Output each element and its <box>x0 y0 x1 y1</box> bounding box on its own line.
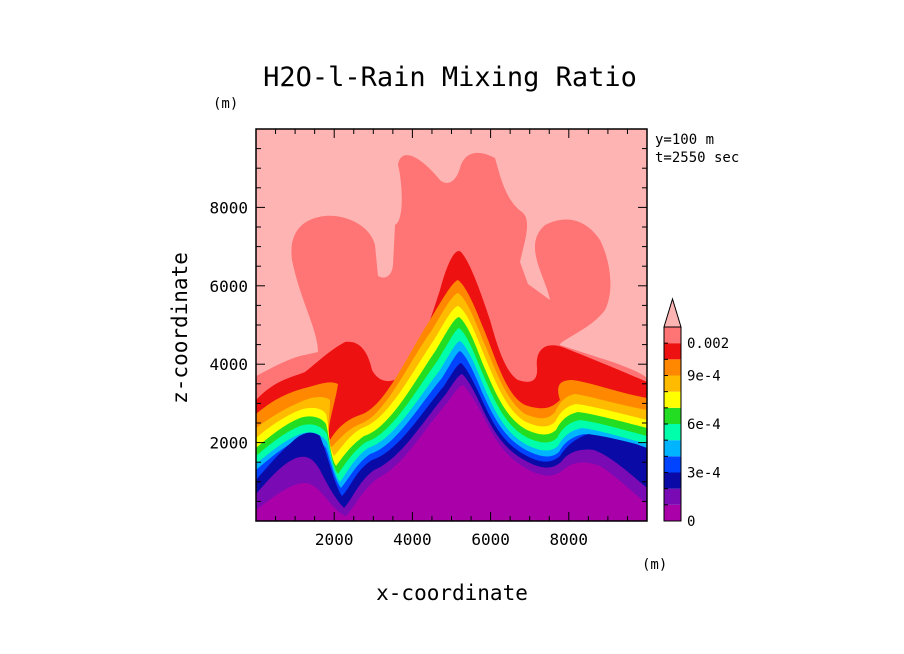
colorbar-label: 3e-4 <box>687 466 721 482</box>
contour-field <box>256 129 647 521</box>
colorbar-band <box>664 375 681 392</box>
colorbar-extend-arrow <box>663 297 682 328</box>
colorbar-band <box>664 391 681 408</box>
annotation-y: y=100 m <box>655 132 714 148</box>
y-ticks: 2000 4000 6000 8000 <box>209 148 647 502</box>
y-tick-label: 4000 <box>209 355 248 374</box>
y-tick-label: 8000 <box>209 198 248 217</box>
colorbar-band <box>664 440 681 457</box>
x-axis-label: x-coordinate <box>376 581 528 605</box>
colorbar: 0 3e-4 6e-4 9e-4 0.002 <box>663 297 729 530</box>
colorbar-band <box>664 424 681 441</box>
colorbar-band <box>664 488 681 505</box>
colorbar-label: 6e-4 <box>687 417 721 433</box>
y-axis-label: z-coordinate <box>168 252 192 404</box>
colorbar-label: 0 <box>687 514 695 530</box>
colorbar-band <box>664 504 681 521</box>
colorbar-band <box>664 456 681 473</box>
x-tick-label: 6000 <box>471 530 510 549</box>
x-tick-label: 4000 <box>393 530 432 549</box>
x-unit-label: (m) <box>642 557 667 573</box>
colorbar-band <box>664 359 681 376</box>
annotation-t: t=2550 sec <box>655 150 739 166</box>
colorbar-label: 0.002 <box>687 336 729 352</box>
x-ticks: 2000 4000 6000 8000 <box>275 129 628 549</box>
y-unit-label: (m) <box>213 96 238 112</box>
colorbar-band <box>664 327 681 344</box>
y-tick-label: 6000 <box>209 277 248 296</box>
colorbar-band <box>664 407 681 424</box>
colorbar-label: 9e-4 <box>687 369 721 385</box>
colorbar-band <box>664 472 681 489</box>
region-lower-layer <box>256 385 647 521</box>
chart-title: H2O-l-Rain Mixing Ratio <box>263 62 637 93</box>
x-tick-label: 2000 <box>315 530 354 549</box>
x-tick-label: 8000 <box>550 530 589 549</box>
y-tick-label: 2000 <box>209 434 248 453</box>
colorbar-band <box>664 343 681 360</box>
